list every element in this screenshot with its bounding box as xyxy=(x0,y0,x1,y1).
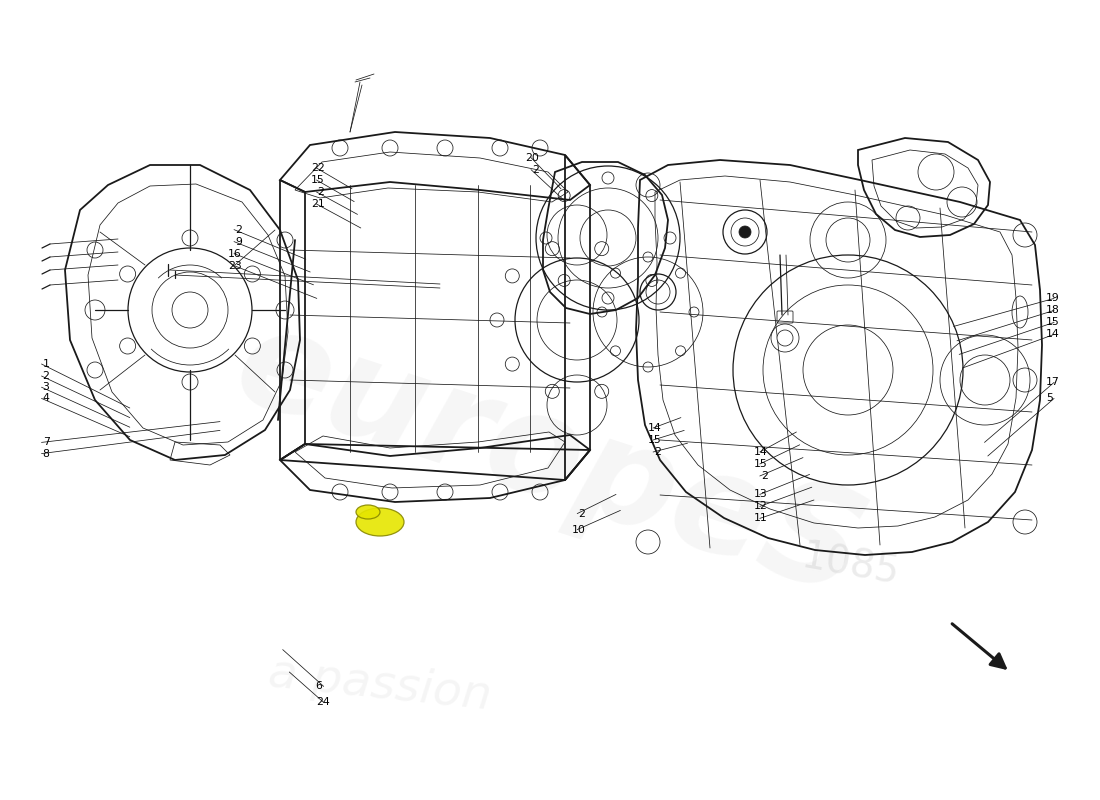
Text: 23: 23 xyxy=(229,261,242,270)
Text: 14: 14 xyxy=(647,423,661,433)
Text: europeS: europeS xyxy=(220,295,880,625)
Text: 2: 2 xyxy=(43,371,50,381)
Text: 13: 13 xyxy=(755,490,768,499)
Text: 12: 12 xyxy=(755,502,768,511)
Text: 16: 16 xyxy=(229,249,242,258)
Text: 14: 14 xyxy=(755,447,768,457)
Text: 19: 19 xyxy=(1046,294,1059,303)
Text: 1085: 1085 xyxy=(798,538,902,592)
Text: 5: 5 xyxy=(1046,394,1053,403)
Text: 11: 11 xyxy=(755,514,768,523)
Text: 8: 8 xyxy=(43,449,50,458)
Text: 7: 7 xyxy=(43,438,50,447)
Text: 17: 17 xyxy=(1046,378,1059,387)
Text: 24: 24 xyxy=(316,698,330,707)
Circle shape xyxy=(777,330,793,346)
Text: 20: 20 xyxy=(525,153,539,162)
Text: 3: 3 xyxy=(43,382,50,392)
Text: 6: 6 xyxy=(316,682,322,691)
Text: 14: 14 xyxy=(1046,330,1059,339)
Text: 4: 4 xyxy=(43,394,50,403)
Text: 2: 2 xyxy=(318,187,324,197)
Ellipse shape xyxy=(356,505,380,519)
Text: 15: 15 xyxy=(1046,318,1059,327)
Text: a passion: a passion xyxy=(266,651,494,719)
Text: 10: 10 xyxy=(571,525,585,534)
Text: 9: 9 xyxy=(235,237,242,246)
Circle shape xyxy=(739,226,751,238)
Text: 15: 15 xyxy=(647,435,661,445)
Text: 2: 2 xyxy=(235,225,242,234)
Text: 15: 15 xyxy=(755,459,768,469)
Text: 15: 15 xyxy=(310,175,324,185)
Text: 18: 18 xyxy=(1046,306,1059,315)
Text: 2: 2 xyxy=(654,447,661,457)
Text: 1: 1 xyxy=(43,359,50,369)
Text: 21: 21 xyxy=(310,199,324,209)
Text: 22: 22 xyxy=(310,163,324,173)
Text: 2: 2 xyxy=(761,471,768,481)
Ellipse shape xyxy=(356,508,404,536)
Text: 2: 2 xyxy=(579,509,585,518)
Text: 2: 2 xyxy=(532,165,539,174)
